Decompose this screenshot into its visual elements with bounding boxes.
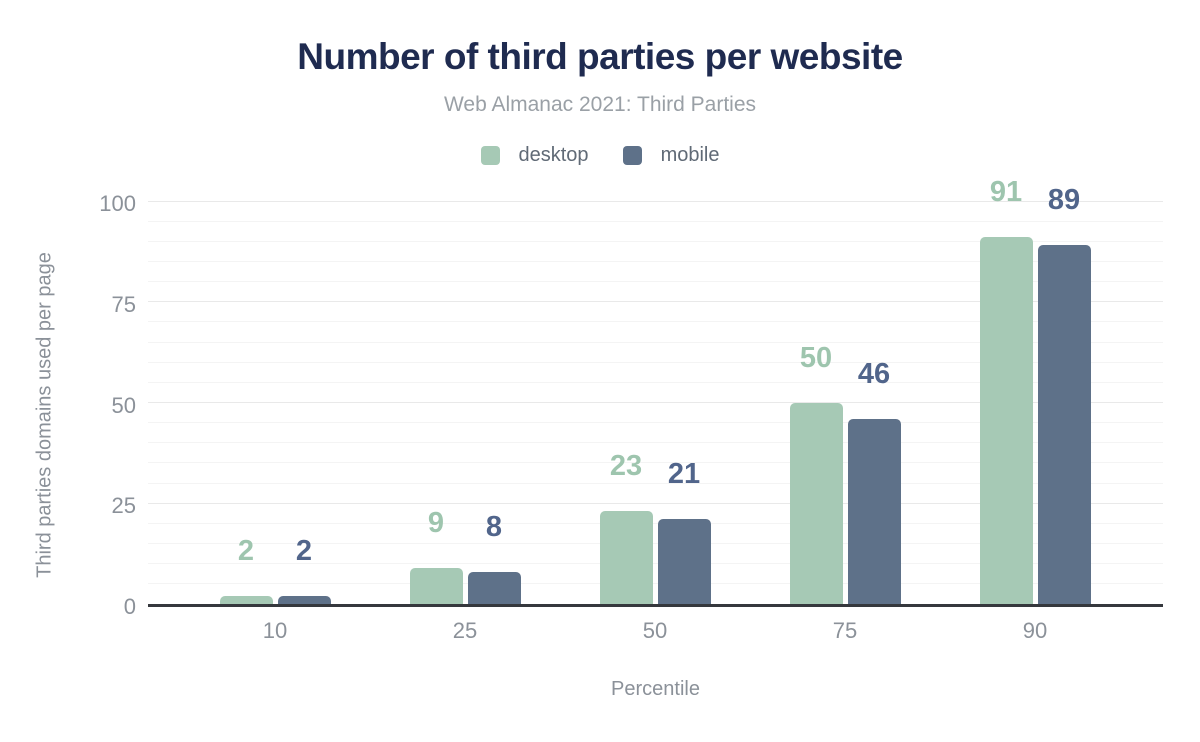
value-label-desktop-p50: 23 [609, 450, 643, 483]
chart-title: Number of third parties per website [297, 36, 903, 77]
legend: desktop mobile [0, 144, 1200, 167]
bar-group-p10: 2 2 10 [180, 201, 370, 643]
plot-area: 2 2 10 9 8 25 23 21 50 50 46 75 91 89 90 [148, 178, 1163, 643]
major-gridline-100 [148, 200, 1163, 202]
minor-gridline-70 [148, 321, 1163, 323]
minor-gridline-45 [148, 422, 1163, 424]
value-label-mobile-p90: 89 [1047, 184, 1081, 217]
value-label-mobile-p50: 21 [667, 458, 701, 491]
value-label-desktop-p75: 50 [799, 341, 833, 374]
x-tick-label-50: 50 [642, 618, 668, 643]
y-axis-title: Third parties domains used per page [33, 252, 56, 578]
y-tick-label-25: 25 [111, 493, 136, 519]
minor-gridline-55 [148, 381, 1163, 383]
major-gridline-50 [148, 402, 1163, 403]
x-tick-label-90: 90 [1022, 618, 1048, 643]
minor-gridline-20 [148, 522, 1163, 524]
bar-group-p75: 50 46 75 [750, 201, 940, 643]
minor-gridline-90 [148, 240, 1163, 242]
legend-label-mobile: mobile [660, 144, 720, 166]
bar-group-p25: 9 8 25 [370, 201, 560, 643]
value-label-mobile-p75: 46 [857, 357, 891, 390]
mobile-swatch-icon [622, 146, 642, 165]
minor-gridline-85 [148, 260, 1163, 262]
y-tick-label-0: 0 [123, 594, 136, 619]
value-label-mobile-p25: 8 [485, 510, 503, 543]
major-gridline-25 [148, 502, 1163, 504]
minor-gridline-80 [148, 281, 1163, 283]
minor-gridline-30 [148, 482, 1163, 484]
minor-gridline-40 [148, 442, 1163, 444]
major-gridline-75 [148, 301, 1163, 303]
bar-desktop-p10 [219, 595, 273, 604]
minor-gridline-35 [148, 462, 1163, 464]
bar-desktop-p90 [979, 237, 1033, 604]
desktop-swatch-icon [480, 146, 500, 165]
y-tick-label-50: 50 [111, 392, 136, 418]
minor-gridline-5 [148, 583, 1163, 585]
chart-subtitle: Web Almanac 2021: Third Parties [443, 93, 757, 116]
legend-item-desktop: desktop [480, 144, 589, 167]
y-tick-label-75: 75 [111, 291, 136, 317]
bar-group-p50: 23 21 50 [560, 201, 750, 643]
value-label-desktop-p25: 9 [427, 506, 445, 539]
minor-gridline-65 [148, 341, 1163, 343]
bar-desktop-p75 [789, 402, 843, 604]
minor-gridline-15 [148, 543, 1163, 545]
value-label-mobile-p10: 2 [295, 534, 313, 567]
legend-item-mobile: mobile [622, 144, 720, 167]
bar-group-p90: 91 89 90 [940, 178, 1130, 643]
legend-label-desktop: desktop [518, 144, 589, 166]
bar-mobile-p10 [277, 595, 331, 604]
x-tick-label-10: 10 [262, 618, 288, 643]
bar-desktop-p50 [599, 511, 653, 604]
x-tick-label-75: 75 [832, 618, 858, 643]
y-tick-label-100: 100 [99, 191, 136, 216]
x-axis-title: Percentile [611, 678, 700, 700]
bar-mobile-p25 [467, 571, 521, 604]
value-label-desktop-p10: 2 [237, 534, 255, 567]
value-label-desktop-p90: 91 [989, 176, 1023, 209]
minor-gridline-95 [148, 220, 1163, 222]
minor-gridline-60 [148, 361, 1163, 363]
bar-mobile-p50 [657, 519, 711, 604]
bar-mobile-p75 [847, 418, 901, 604]
bar-desktop-p25 [409, 567, 463, 604]
minor-gridline-10 [148, 563, 1163, 565]
bar-mobile-p90 [1037, 245, 1091, 604]
x-tick-label-25: 25 [452, 618, 478, 643]
